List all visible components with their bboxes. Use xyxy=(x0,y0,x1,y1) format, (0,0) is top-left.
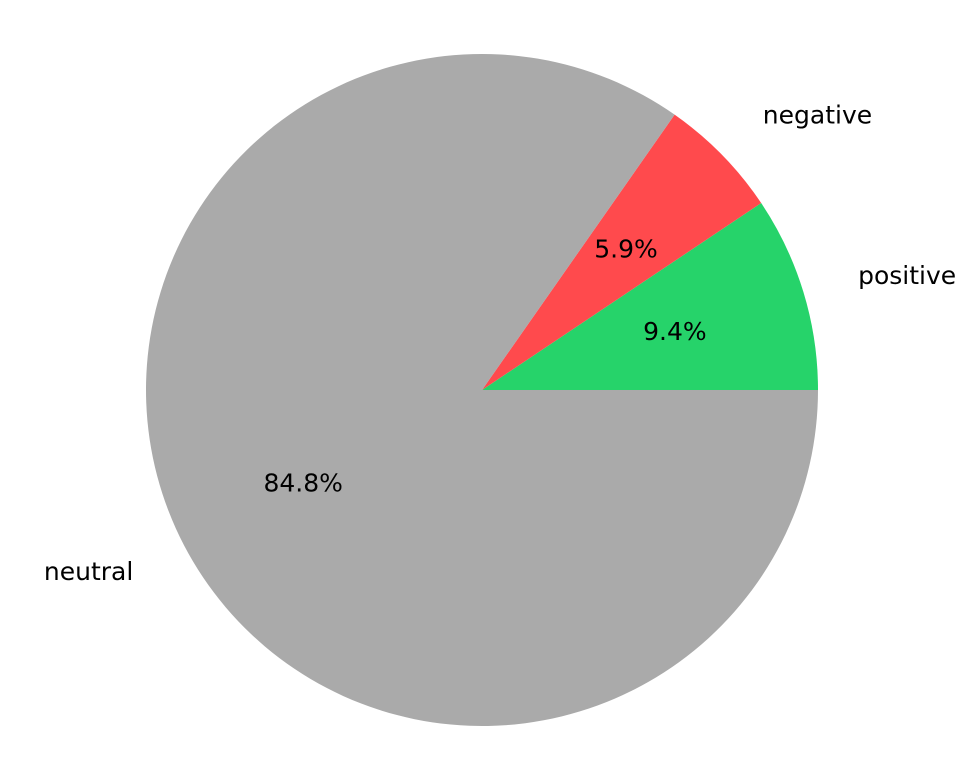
slice-percent-negative: 5.9% xyxy=(594,234,658,263)
slice-label-negative: negative xyxy=(763,100,872,129)
pie-slice-neutral xyxy=(145,54,818,727)
slice-percent-neutral: 84.8% xyxy=(263,469,342,498)
pie-slice-positive xyxy=(482,203,819,390)
pie-labels: positive 9.4% negative 5.9% neutral 84.8% xyxy=(44,100,956,586)
slice-label-positive: positive xyxy=(858,261,956,290)
slice-percent-positive: 9.4% xyxy=(643,317,707,346)
pie-slice-negative xyxy=(482,114,762,391)
slice-label-neutral: neutral xyxy=(44,557,133,586)
pie-slices xyxy=(145,54,819,727)
